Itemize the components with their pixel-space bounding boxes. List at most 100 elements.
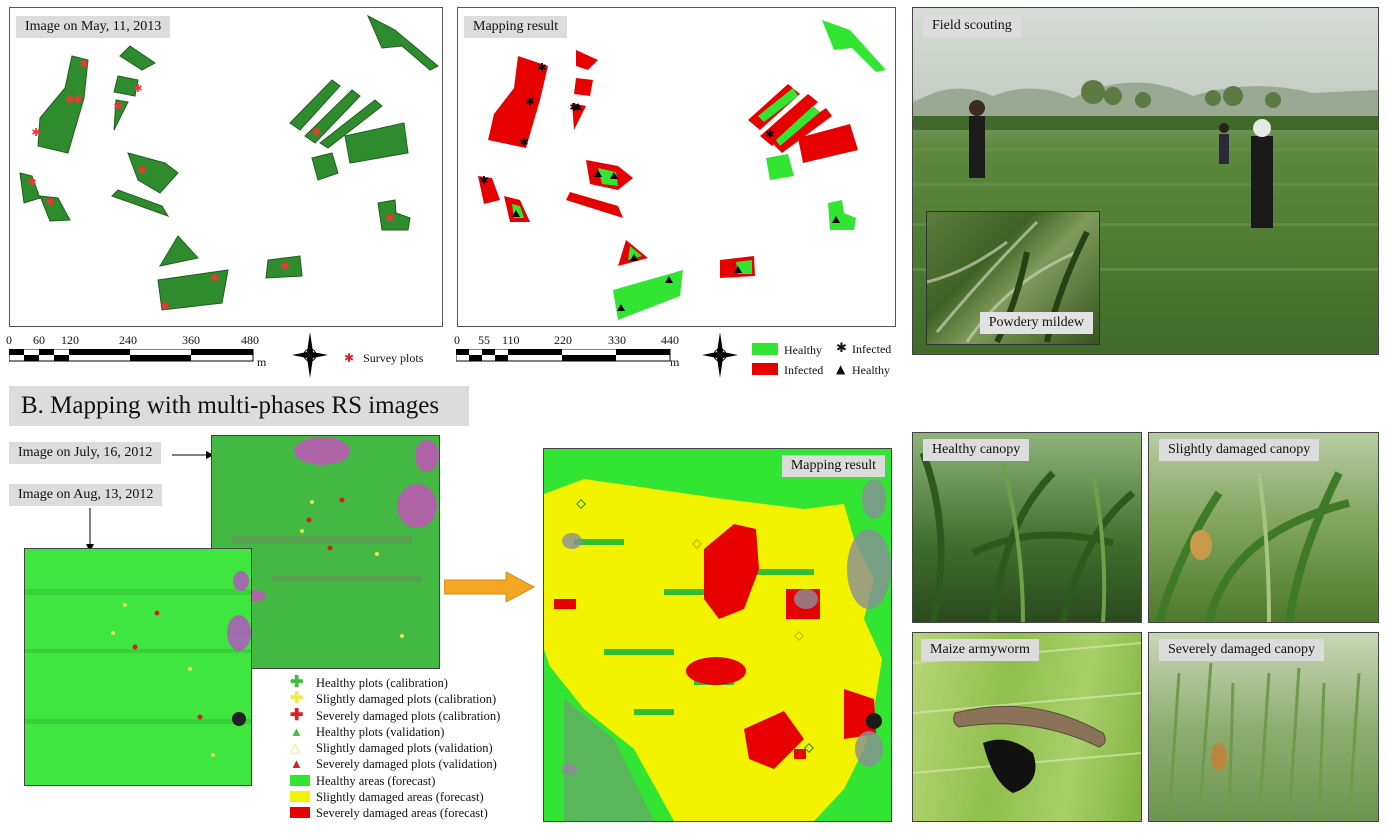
photo-healthy-canopy: Healthy canopy <box>912 432 1142 623</box>
legend-label: Slightly damaged plots (calibration) <box>316 692 497 707</box>
svg-text:✱: ✱ <box>280 260 289 273</box>
scale-bar-graphic <box>9 349 254 362</box>
svg-text:✱: ✱ <box>113 100 122 113</box>
powdery-mildew-inset: Powdery mildew <box>926 211 1100 345</box>
legend-item: ✚ Slightly damaged plots (calibration) <box>288 691 528 707</box>
survey-plots-legend: ✱ Survey plots <box>344 351 423 366</box>
yellow-cross-icon: ✚ <box>290 690 304 708</box>
healthy-area-swatch <box>290 774 310 786</box>
orange-right-arrow-icon <box>444 572 536 602</box>
legend-item: ✚ Healthy plots (calibration) <box>288 675 528 691</box>
north-arrow-compass-icon <box>292 332 328 378</box>
infected-point-label: Infected <box>852 342 892 356</box>
legend-item: Healthy areas (forecast) <box>288 773 528 789</box>
legend-item: ✚ Severely damaged plots (calibration) <box>288 706 528 724</box>
photo-label: Healthy canopy <box>923 439 1030 461</box>
section-b-title: B. Mapping with multi-phases RS images <box>9 386 469 426</box>
healthy-area-swatch <box>752 343 778 355</box>
north-arrow-compass-icon <box>702 332 738 378</box>
legend-item: Severely damaged areas (forecast) <box>288 805 528 821</box>
rs-texture <box>25 549 251 785</box>
field-scene <box>913 80 1378 271</box>
scale-bar-a2: 0 55 110 220 330 440 m <box>454 333 686 373</box>
legend-item: ▲ Severely damaged plots (validation) <box>288 756 528 772</box>
black-asterisk-icon: ✱ <box>836 341 847 356</box>
svg-text:✱: ✱ <box>525 95 534 108</box>
photo-severely-damaged-canopy: Severely damaged canopy <box>1148 632 1379 822</box>
legend-label: Severely damaged plots (validation) <box>316 757 497 772</box>
svg-text:✱: ✱ <box>210 272 219 285</box>
legend-item: Slightly damaged areas (forecast) <box>288 789 528 805</box>
corn-leaves <box>919 451 1136 622</box>
scale-label-330: 330 <box>608 333 626 347</box>
scale-bar-a1: 0 60 120 240 360 480 m <box>6 333 269 373</box>
scale-label-240: 240 <box>119 333 137 347</box>
svg-text:✱: ✱ <box>133 82 142 95</box>
svg-text:✱: ✱ <box>537 61 546 74</box>
scale-label-55: 55 <box>478 333 490 347</box>
scale-bar-graphic <box>456 349 671 362</box>
scale-label-480: 480 <box>241 333 259 347</box>
scale-label-440: 440 <box>661 333 679 347</box>
legend-item: ▲ Healthy plots (validation) <box>288 724 528 740</box>
armyworm-on-leaf <box>913 642 1141 793</box>
legend-label: Severely damaged plots (calibration) <box>316 708 501 723</box>
black-triangle-icon: ▲ <box>836 362 846 376</box>
red-asterisk-icon: ✱ <box>344 351 355 365</box>
scale-label-110: 110 <box>502 333 520 347</box>
green-triangle-icon: ▲ <box>290 723 303 739</box>
svg-text:✱: ✱ <box>311 126 320 139</box>
panel-title: Mapping result <box>464 16 568 38</box>
damage-legend: ✚ Healthy plots (calibration) ✚ Slightly… <box>288 675 528 822</box>
mapping-result-title: Mapping result <box>781 455 885 477</box>
legend-label: Slightly damaged plots (validation) <box>316 741 493 756</box>
infected-area-swatch <box>752 363 778 375</box>
slight-area-swatch <box>290 791 310 803</box>
legend-label: Healthy areas (forecast) <box>316 773 436 788</box>
photo-label: Maize armyworm <box>921 639 1039 661</box>
scale-unit: m <box>257 355 267 369</box>
svg-text:✱: ✱ <box>160 300 169 313</box>
legend-label: Slightly damaged areas (forecast) <box>316 790 484 805</box>
field-scouting-photo: Powdery mildew Field scouting <box>912 7 1379 355</box>
panel-image-may-2013: ✱ ✱ ✱ ✱ ✱ ✱ ✱ ✱ ✱ ✱ ✱ ✱ ✱ ✱ Image on May, 11, 201… <box>9 7 443 327</box>
svg-text:✱: ✱ <box>137 164 146 177</box>
red-triangle-icon: ▲ <box>290 756 303 772</box>
photo-slightly-damaged-canopy: Slightly damaged canopy <box>1148 432 1379 623</box>
svg-text:✱: ✱ <box>479 174 488 187</box>
mapping-result-b: Mapping result <box>543 448 892 822</box>
corn-stalks <box>1167 662 1361 821</box>
photo-label: Severely damaged canopy <box>1159 639 1324 661</box>
svg-text:✱: ✱ <box>519 136 528 149</box>
svg-text:✱: ✱ <box>27 176 36 189</box>
photo-maize-armyworm: Maize armyworm <box>912 632 1142 822</box>
legend-item: △ Slightly damaged plots (validation) <box>288 740 528 756</box>
powdery-mildew-label: Powdery mildew <box>979 312 1093 334</box>
svg-text:✱: ✱ <box>45 196 54 209</box>
svg-text:✱: ✱ <box>31 126 40 139</box>
scale-unit: m <box>670 355 680 369</box>
scale-label-0: 0 <box>454 333 460 347</box>
svg-text:✱: ✱ <box>385 212 394 225</box>
survey-plots-label: Survey plots <box>363 351 424 365</box>
red-cross-icon: ✚ <box>290 706 304 724</box>
field-map-green: ✱✱✱ ✱✱✱ ✱✱✱ ✱✱✱ ✱✱ <box>19 14 439 313</box>
legend-label: Healthy plots (validation) <box>316 724 445 739</box>
yellow-triangle-icon: △ <box>290 740 300 756</box>
field-map-classified: ✱ ✱ ✱ ✱ ✱ ✱ <box>478 20 886 320</box>
infected-area-label: Infected <box>784 363 824 377</box>
classified-map <box>544 449 891 821</box>
rs-image-aug-2012 <box>24 548 252 786</box>
scale-label-120: 120 <box>61 333 79 347</box>
healthy-area-label: Healthy <box>784 343 822 357</box>
image-label-aug: Image on Aug, 13, 2012 <box>9 484 163 506</box>
svg-text:✱: ✱ <box>65 93 74 106</box>
svg-text:✱: ✱ <box>569 101 578 114</box>
severe-area-swatch <box>290 807 310 819</box>
image-label-july: Image on July, 16, 2012 <box>9 442 162 464</box>
person-figure <box>969 100 1273 228</box>
scale-label-360: 360 <box>182 333 200 347</box>
scale-label-60: 60 <box>33 333 45 347</box>
pointer-arrow <box>86 508 94 552</box>
svg-text:✱: ✱ <box>79 58 88 71</box>
